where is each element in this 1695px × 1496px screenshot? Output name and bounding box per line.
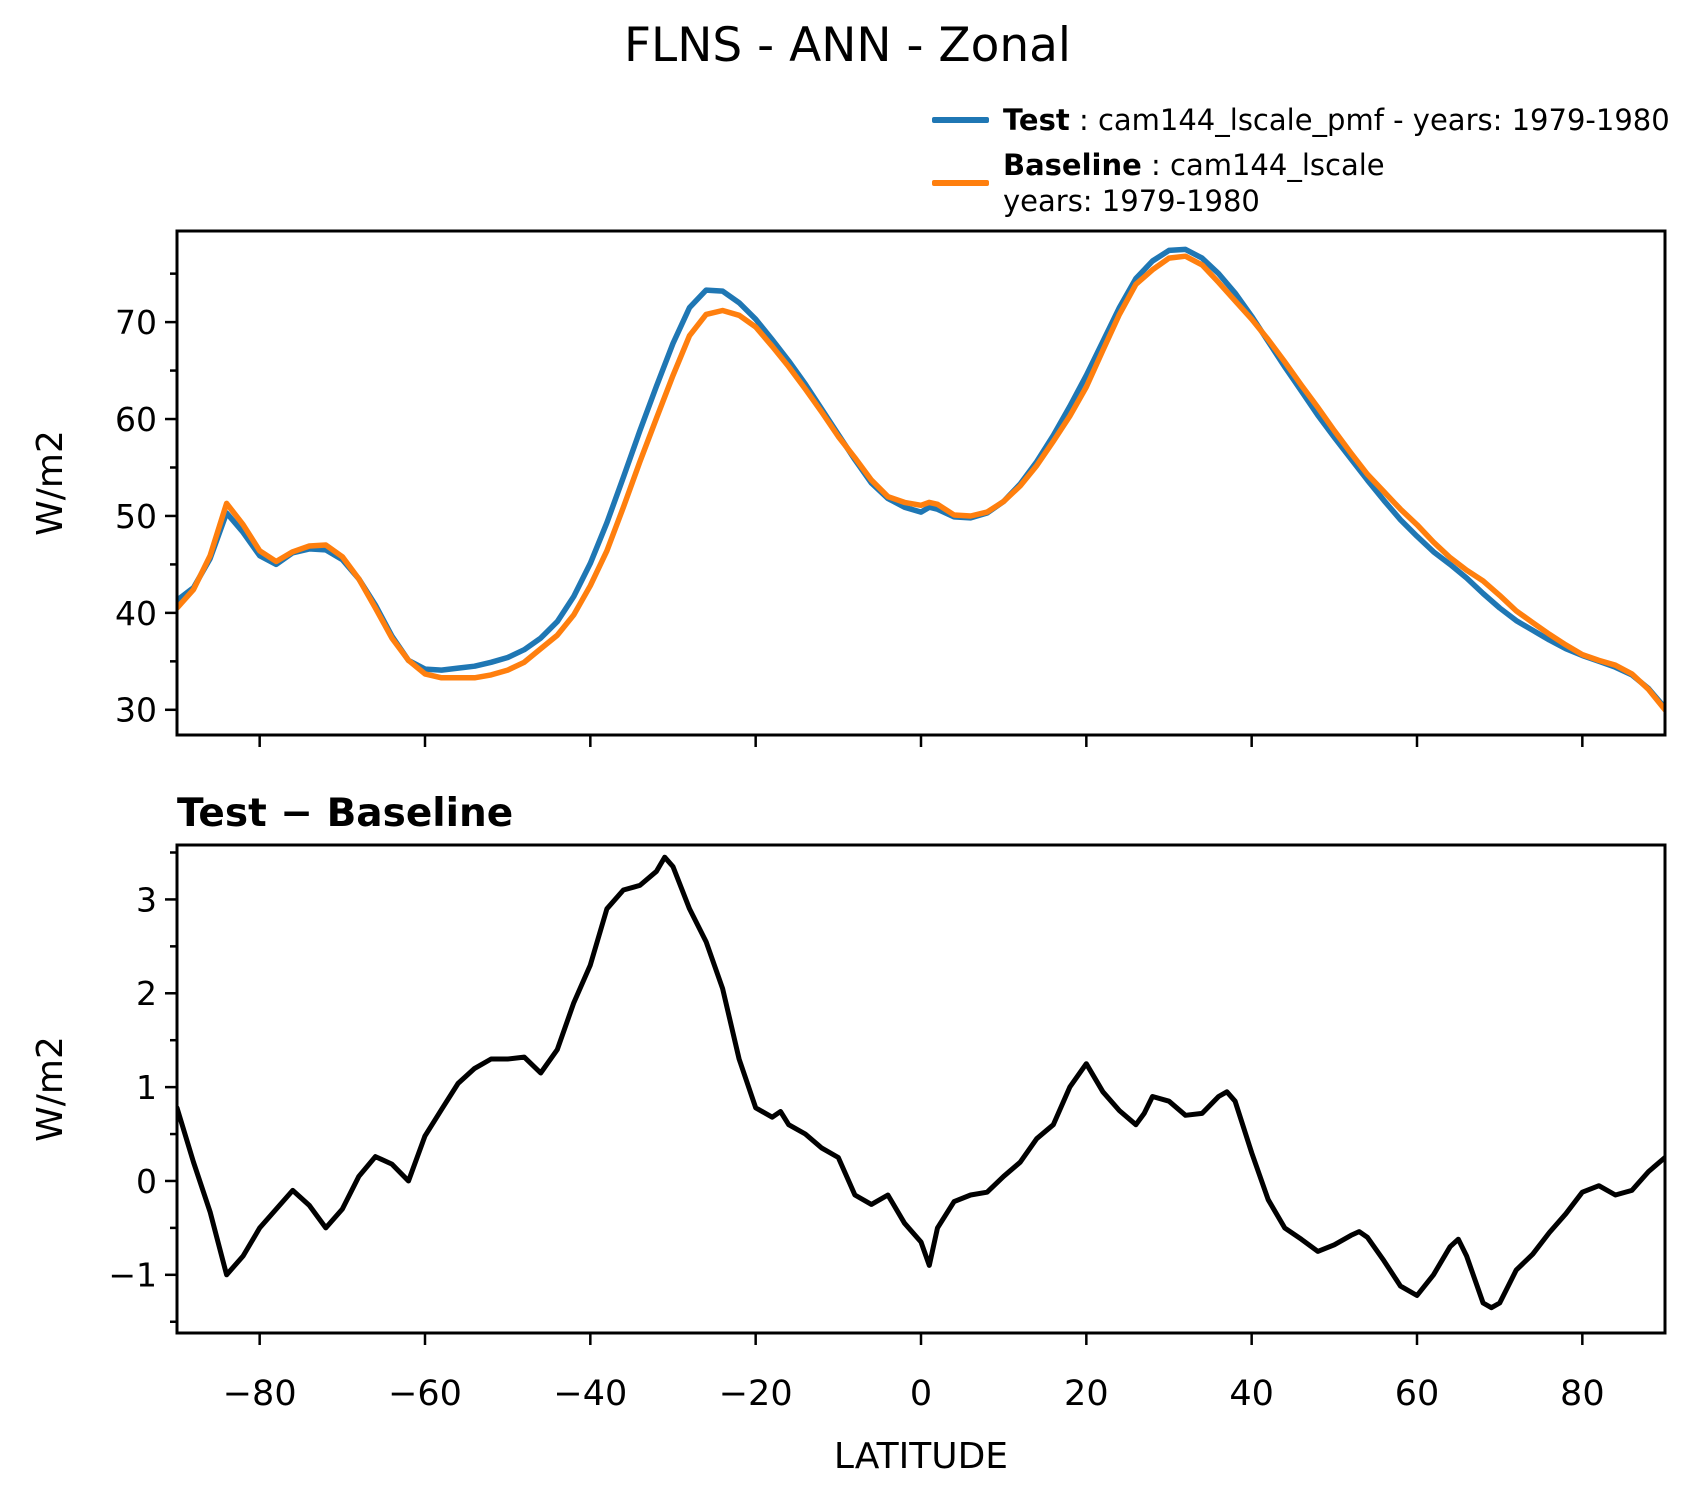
- legend: Test : cam144_lscale_pmf - years: 1979-1…: [932, 102, 1670, 219]
- legend-baseline-desc: : cam144_lscale: [1141, 148, 1385, 182]
- legend-test-text: Test : cam144_lscale_pmf - years: 1979-1…: [1003, 102, 1670, 138]
- y-tick-label: 70: [115, 303, 157, 342]
- y-tick-label: 40: [115, 594, 157, 633]
- top-axes-box: [175, 229, 1667, 737]
- legend-baseline-label: Baseline: [1003, 148, 1142, 182]
- bottom-axes-box: [175, 843, 1667, 1335]
- test-line-swatch: [932, 117, 989, 123]
- top-axes: 30 40 50 60 70 W/m2: [30, 229, 1667, 747]
- x-tick-label: 80: [1560, 1374, 1605, 1414]
- page-title: FLNS - ANN - Zonal: [624, 18, 1071, 73]
- x-tick-label: 20: [1064, 1374, 1109, 1414]
- y-tick-label: 50: [115, 497, 157, 536]
- legend-test-label: Test: [1003, 103, 1070, 137]
- legend-baseline-text: Baseline : cam144_lscale years: 1979-198…: [1003, 147, 1385, 219]
- x-tick-label: 0: [910, 1374, 932, 1414]
- bottom-y-axis-label: W/m2: [30, 1036, 71, 1142]
- x-tick-label: −20: [719, 1374, 793, 1414]
- legend-item-test: Test : cam144_lscale_pmf - years: 1979-1…: [932, 102, 1670, 138]
- y-tick-label: 1: [136, 1068, 157, 1107]
- y-tick-label: 60: [115, 400, 157, 439]
- y-tick-label: 30: [115, 691, 157, 730]
- bottom-axes: Test − Baseline −1 0 1 2 3 −80 −60 −40 −20 0 20 40…: [30, 791, 1667, 1477]
- test-line: [177, 246, 1665, 711]
- diff-panel-title: Test − Baseline: [177, 791, 513, 836]
- top-y-axis-label: W/m2: [30, 430, 71, 536]
- legend-baseline-years: years: 1979-1980: [1003, 184, 1260, 218]
- legend-item-baseline: Baseline : cam144_lscale years: 1979-198…: [932, 147, 1670, 219]
- bottom-axes-ticks: [165, 851, 1584, 1345]
- x-tick-label: −60: [388, 1374, 462, 1414]
- legend-baseline-line1: Baseline : cam144_lscale: [1003, 147, 1385, 183]
- x-tick-label: 60: [1395, 1374, 1440, 1414]
- y-tick-label: 3: [136, 880, 157, 919]
- y-tick-label: −1: [108, 1256, 157, 1295]
- x-tick-label: 40: [1229, 1374, 1274, 1414]
- baseline-line-swatch: [932, 180, 989, 186]
- x-tick-label: −80: [223, 1374, 297, 1414]
- top-y-tick-labels: 30 40 50 60 70: [115, 303, 157, 730]
- x-tick-label: −40: [553, 1374, 627, 1414]
- diff-line: [177, 854, 1665, 1311]
- y-tick-label: 0: [136, 1162, 157, 1201]
- bottom-x-tick-labels: −80 −60 −40 −20 0 20 40 60 80: [223, 1374, 1605, 1414]
- x-axis-label: LATITUDE: [834, 1436, 1008, 1477]
- y-tick-label: 2: [136, 974, 157, 1013]
- bottom-y-tick-labels: −1 0 1 2 3: [108, 880, 157, 1294]
- top-axes-ticks: [165, 272, 1584, 747]
- legend-test-desc: : cam144_lscale_pmf - years: 1979-1980: [1069, 103, 1670, 137]
- baseline-line: [177, 253, 1665, 713]
